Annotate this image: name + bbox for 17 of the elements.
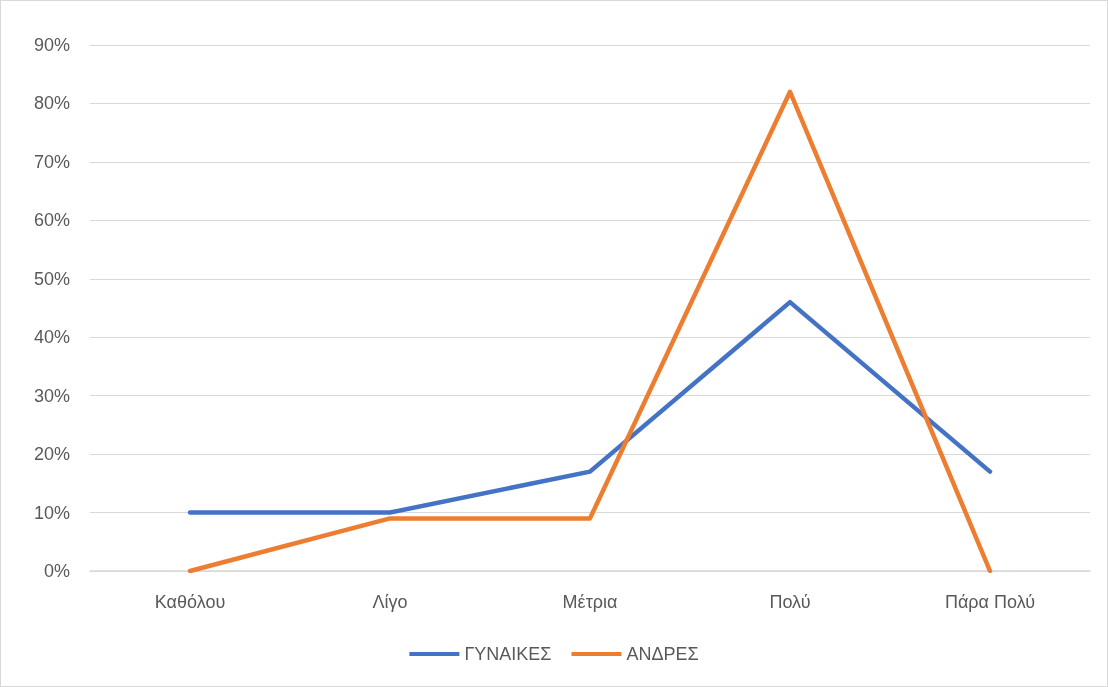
y-tick-label: 80% (33, 93, 70, 114)
x-tick-label: Λίγο (372, 592, 408, 612)
y-tick-label: 0% (43, 561, 70, 581)
y-tick-label: 90% (33, 35, 70, 55)
x-tick-label: Μέτρια (562, 592, 618, 612)
x-tick-label: Πολύ (769, 592, 811, 612)
y-tick-label: 20% (33, 444, 70, 465)
y-tick-label: 10% (33, 502, 70, 523)
x-tick-label: Καθόλου (154, 592, 226, 612)
legend-label: ΓΥΝΑΙΚΕΣ (464, 644, 552, 664)
x-tick-label: Πάρα Πολύ (944, 592, 1036, 612)
y-tick-label: 70% (33, 151, 70, 172)
legend-label: ΑΝΔΡΕΣ (626, 644, 699, 664)
y-tick-label: 60% (33, 210, 70, 231)
y-tick-label: 50% (33, 268, 70, 289)
y-tick-label: 40% (33, 327, 70, 348)
y-tick-label: 30% (33, 385, 70, 406)
